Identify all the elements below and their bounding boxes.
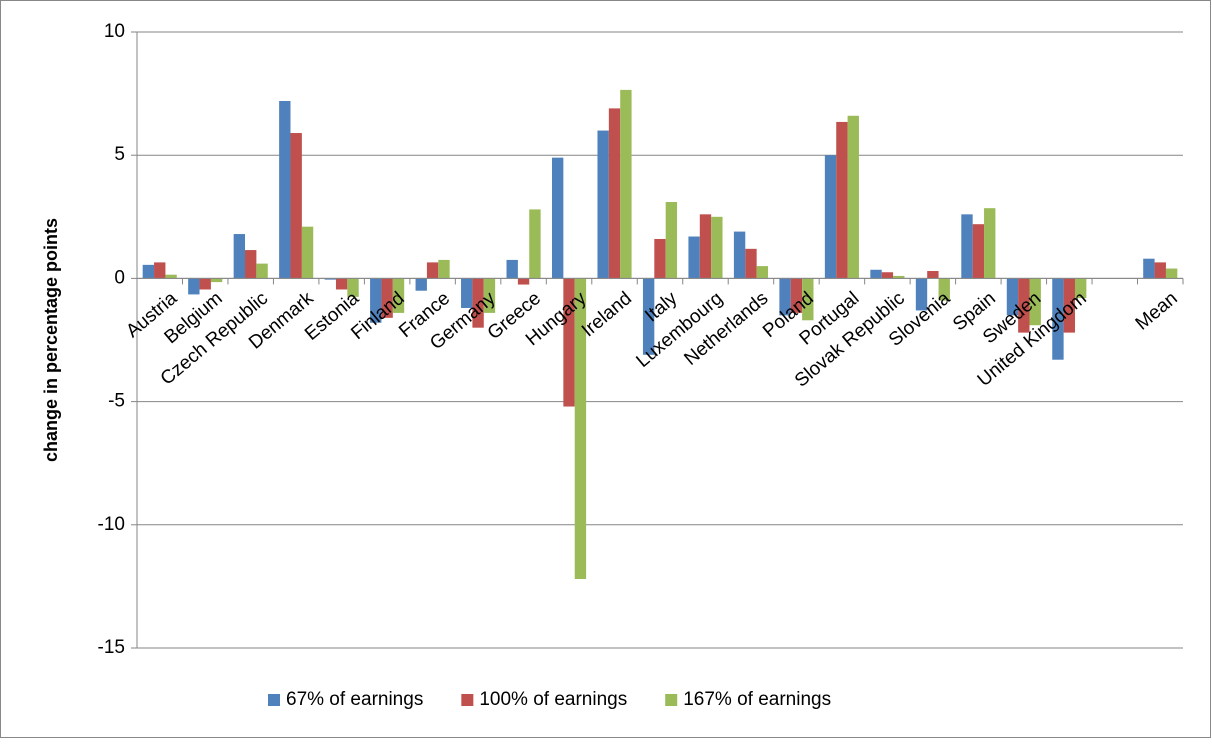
bar	[642, 278, 655, 355]
legend-swatch	[665, 694, 678, 706]
bar	[1063, 278, 1075, 333]
legend-swatch	[461, 694, 474, 706]
bar	[574, 278, 587, 580]
bar	[529, 209, 541, 279]
bar	[836, 121, 848, 279]
y-tick-label: -15	[98, 637, 125, 658]
bar	[142, 264, 155, 279]
bar	[802, 278, 814, 321]
bar	[1143, 258, 1155, 279]
bar	[1006, 278, 1019, 316]
bar	[483, 278, 496, 313]
bar	[517, 278, 530, 285]
bar	[165, 274, 177, 279]
bar	[790, 278, 803, 313]
bar	[392, 278, 405, 313]
bar	[426, 262, 439, 279]
legend-swatch	[268, 694, 280, 706]
bar	[461, 278, 473, 308]
bar	[699, 214, 712, 279]
bar	[927, 271, 939, 279]
bar	[188, 278, 200, 295]
bar	[654, 238, 666, 279]
bar	[608, 108, 621, 279]
bar	[551, 157, 564, 279]
bar	[711, 216, 723, 279]
bar	[665, 202, 678, 279]
bar	[335, 278, 348, 290]
bar	[620, 89, 632, 279]
bar	[597, 130, 609, 279]
bar	[381, 278, 393, 318]
bar	[824, 155, 837, 279]
bar	[779, 278, 791, 316]
bar	[1018, 278, 1030, 333]
legend-label: 67% of earnings	[286, 689, 423, 710]
bar	[199, 278, 211, 290]
bar	[301, 226, 314, 279]
bar	[563, 278, 575, 407]
bar	[984, 208, 996, 279]
bar	[154, 262, 166, 279]
bar	[324, 278, 336, 280]
y-tick-label: 10	[104, 21, 125, 42]
bar	[733, 231, 746, 279]
bar	[756, 266, 769, 279]
bar	[1074, 278, 1087, 299]
bar	[210, 278, 223, 283]
y-tick-label: -10	[98, 514, 125, 535]
bar	[847, 115, 859, 279]
bar	[881, 272, 894, 279]
bar	[290, 133, 302, 279]
bar	[961, 214, 973, 279]
bar	[370, 278, 382, 323]
bar	[745, 248, 757, 279]
bar	[1052, 278, 1064, 360]
bar	[870, 269, 882, 279]
bar	[1154, 262, 1166, 279]
bar	[688, 236, 700, 279]
bar	[1165, 268, 1178, 279]
bar	[256, 263, 268, 279]
bar	[233, 234, 246, 279]
y-tick-label: -5	[108, 391, 125, 412]
bar	[415, 278, 427, 291]
legend-label: 167% of earnings	[683, 689, 831, 710]
bar	[1029, 278, 1041, 326]
bar	[506, 259, 518, 279]
bar	[938, 278, 950, 301]
y-tick-label: 5	[114, 144, 125, 165]
bar	[438, 259, 450, 279]
y-axis-label: change in percentage points	[41, 218, 61, 462]
bar	[245, 250, 257, 279]
legend-label: 100% of earnings	[479, 689, 627, 710]
y-tick-label: 0	[114, 267, 125, 288]
bar	[893, 275, 905, 279]
bar	[347, 278, 359, 297]
bar	[915, 278, 928, 311]
bar	[472, 278, 484, 328]
bar	[279, 100, 291, 279]
bar	[972, 224, 985, 279]
